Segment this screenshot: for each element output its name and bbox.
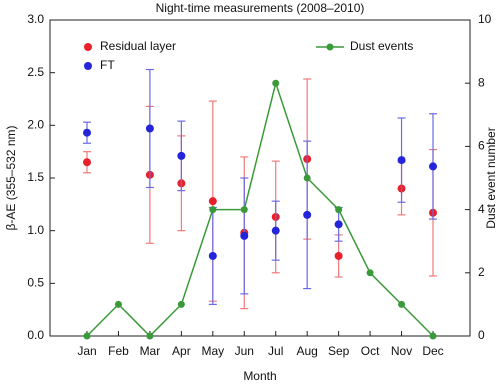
point <box>177 151 186 160</box>
point <box>271 226 280 235</box>
x-tick-label: Jun <box>235 344 254 358</box>
point <box>83 128 91 137</box>
x-tick-label: Dec <box>422 344 443 358</box>
legend-marker <box>326 43 334 51</box>
y-tick-label: 0.5 <box>27 276 44 290</box>
y2-axis-label: Dust event number <box>484 127 498 228</box>
legend-label: Dust events <box>350 39 413 53</box>
y2-tick-label: 4 <box>478 202 485 216</box>
point <box>303 210 312 219</box>
y2-tick-label: 2 <box>478 265 485 279</box>
dust-point <box>366 269 374 277</box>
dust-point <box>114 300 122 308</box>
y2-tick-label: 6 <box>478 139 485 153</box>
point <box>334 251 343 260</box>
y-tick-label: 2.5 <box>27 65 44 79</box>
x-tick-label: Nov <box>391 344 412 358</box>
legend-marker <box>84 43 92 51</box>
dust-point <box>240 206 248 214</box>
point <box>208 197 217 206</box>
x-tick-label: Mar <box>140 344 161 358</box>
point <box>240 231 249 240</box>
x-tick-label: Aug <box>297 344 318 358</box>
point <box>429 162 437 171</box>
x-tick-label: Oct <box>361 344 380 358</box>
dust-point <box>83 332 91 340</box>
dust-point <box>335 206 343 214</box>
dust-point <box>146 332 154 340</box>
y2-tick-label: 10 <box>478 12 492 26</box>
y-tick-label: 1.0 <box>27 223 44 237</box>
chart-title: Night-time measurements (2008–2010) <box>156 1 365 15</box>
dust-line <box>86 80 434 338</box>
y2-tick-label: 0 <box>478 328 485 342</box>
y-tick-label: 3.0 <box>27 12 44 26</box>
point <box>83 158 91 167</box>
legend-label: FT <box>100 58 115 72</box>
dust-point <box>272 79 280 87</box>
x-tick-label: Jan <box>77 344 96 358</box>
dust-point <box>177 300 185 308</box>
dust-point <box>398 300 406 308</box>
y-axis-label: β-AE (355–532 nm) <box>4 126 18 231</box>
x-tick-label: May <box>201 344 224 358</box>
x-axis-label: Month <box>243 369 276 383</box>
legend-label: Residual layer <box>100 39 176 53</box>
dust-point <box>429 332 437 340</box>
y-tick-label: 0.0 <box>27 328 44 342</box>
dust-point <box>303 174 311 182</box>
y-tick-label: 1.5 <box>27 170 44 184</box>
x-tick-label: Sep <box>328 344 350 358</box>
legend-marker <box>84 62 92 70</box>
point <box>145 124 154 133</box>
y2-tick-label: 8 <box>478 75 485 89</box>
x-tick-label: Jul <box>268 344 283 358</box>
x-tick-label: Apr <box>172 344 191 358</box>
dust-point <box>209 206 217 214</box>
point <box>397 156 406 165</box>
point <box>208 251 217 260</box>
point <box>334 220 343 229</box>
x-tick-label: Feb <box>108 344 129 358</box>
y-tick-label: 2.0 <box>27 118 44 132</box>
